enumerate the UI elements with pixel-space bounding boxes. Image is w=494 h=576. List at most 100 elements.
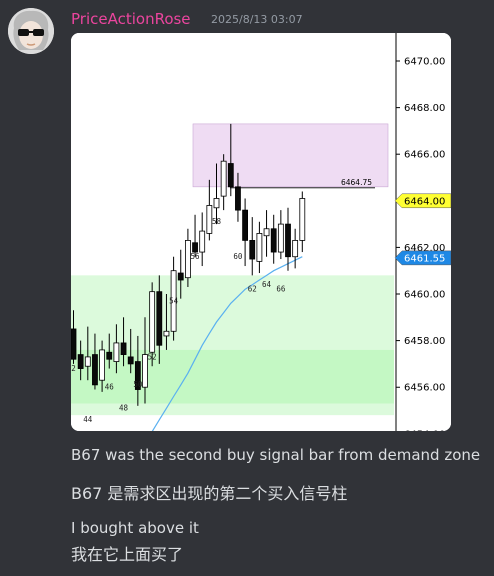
- candle: [213, 163, 220, 225]
- candle-body-bull: [99, 349, 106, 381]
- candle: [120, 317, 127, 367]
- bar-number-label: 46: [105, 383, 115, 392]
- candle-body-bear: [227, 163, 234, 188]
- bar-number-label: 2: [71, 364, 76, 373]
- candle: [149, 282, 156, 367]
- candle-body-bull: [185, 240, 191, 279]
- axis-tick-label: 6470.00: [404, 57, 445, 68]
- candle: [99, 340, 106, 392]
- message-line-2: B67 是需求区出现的第二个买入信号柱: [71, 484, 348, 503]
- axis-tick-label: 6458.00: [404, 336, 445, 347]
- candlestick-chart: 2 44 46 48 50 52 54 56 58 60 62 64 66 6464.75 6470.0…: [71, 33, 451, 431]
- candle-body-bear: [249, 240, 256, 260]
- axis-tick-label: 6462.00: [404, 243, 445, 254]
- candle-body-bear: [156, 291, 163, 346]
- bar-number-label: 52: [148, 352, 157, 361]
- zone-supply-border: [192, 123, 389, 188]
- candle-body-bear: [77, 354, 84, 369]
- candle-body-bear: [92, 354, 98, 386]
- candle-body-bear: [270, 228, 277, 253]
- price-tag-shape: [394, 250, 451, 266]
- bar-number-label: 62: [248, 285, 257, 294]
- candle-body-bull: [163, 330, 170, 337]
- candle: [249, 217, 256, 276]
- candle: [185, 228, 191, 288]
- candle-body-bull: [142, 354, 148, 388]
- candle: [127, 328, 134, 374]
- candle-body-bear: [235, 186, 241, 211]
- candle-body-bull: [263, 228, 270, 237]
- candle: [192, 214, 198, 257]
- axis-tick-label: 6454.00: [404, 429, 445, 431]
- candle-body-bear: [127, 356, 134, 365]
- bar-number-label: 48: [119, 404, 129, 413]
- level-label: 6464.75: [341, 178, 372, 187]
- candle: [242, 198, 249, 267]
- candle-body-bull: [220, 160, 227, 197]
- candle-body-bull: [299, 198, 306, 241]
- candle-body-bear: [120, 342, 127, 355]
- candle: [113, 324, 120, 374]
- avatar[interactable]: [8, 8, 54, 54]
- price-tag-label: 6461.55: [404, 253, 445, 264]
- candle: [270, 214, 277, 264]
- candle: [235, 172, 241, 222]
- candle-body-bull: [292, 240, 299, 258]
- timestamp: 2025/8/13 03:07: [211, 13, 303, 26]
- bar-number-label: 60: [233, 252, 243, 261]
- candle-body-bull: [213, 198, 220, 209]
- message-line-4: 我在它上面买了: [71, 545, 184, 564]
- candle-body-bear: [177, 272, 184, 281]
- candle: [92, 333, 98, 390]
- candle: [277, 210, 284, 260]
- bar-number-label: 58: [212, 217, 222, 226]
- candle-body-bull: [277, 223, 284, 253]
- candle-body-bear: [285, 223, 291, 258]
- candle-body-bull: [206, 205, 213, 234]
- candle: [156, 275, 163, 364]
- candle-body-bull: [113, 342, 120, 362]
- chart-image[interactable]: 2 44 46 48 50 52 54 56 58 60 62 64 66 6464.75 6470.0…: [71, 33, 451, 431]
- axis-tick-label: 6456.00: [404, 383, 445, 394]
- candle: [163, 294, 170, 350]
- avatar-image: [8, 8, 54, 54]
- bar-number-label: 64: [262, 280, 272, 289]
- axis-tick-label: 6466.00: [404, 150, 445, 161]
- candle: [142, 317, 148, 404]
- candle: [84, 326, 91, 381]
- axis-tick-label: 6460.00: [404, 290, 445, 301]
- candle-body-bull: [170, 270, 177, 332]
- candle: [227, 123, 234, 197]
- candle: [256, 221, 263, 274]
- price-tag: 6464.00: [394, 193, 451, 209]
- bar-number-label: 44: [83, 415, 93, 424]
- candle: [206, 179, 213, 241]
- candle-body-bull: [84, 356, 91, 367]
- bar-number-label: 66: [276, 285, 286, 294]
- username[interactable]: PriceActionRose: [71, 10, 191, 28]
- bar-number-label: 54: [169, 296, 179, 305]
- candle: [285, 207, 291, 271]
- bar-number-label: 56: [191, 252, 201, 261]
- candle: [106, 333, 113, 369]
- candle-body-bear: [192, 242, 198, 253]
- candle: [170, 256, 177, 341]
- candle: [220, 154, 227, 211]
- candle: [77, 340, 84, 381]
- candle: [263, 210, 270, 257]
- candle-body-bear: [106, 351, 113, 360]
- candle-body-bull: [199, 230, 206, 253]
- candle-body-bear: [71, 328, 77, 360]
- ema-line: [151, 256, 303, 431]
- candle: [299, 191, 306, 253]
- candle: [71, 310, 77, 364]
- message-line-1: B67 was the second buy signal bar from d…: [71, 446, 481, 464]
- candle: [199, 212, 206, 267]
- message-line-3: I bought above it: [71, 519, 199, 537]
- bar-number-label: 50: [133, 380, 143, 389]
- price-tag-shape: [394, 193, 451, 209]
- candle-body-bull: [149, 291, 156, 353]
- candle: [134, 335, 141, 406]
- axis-tick-label: 6468.00: [404, 103, 445, 114]
- zone-demand-inner: [71, 349, 394, 404]
